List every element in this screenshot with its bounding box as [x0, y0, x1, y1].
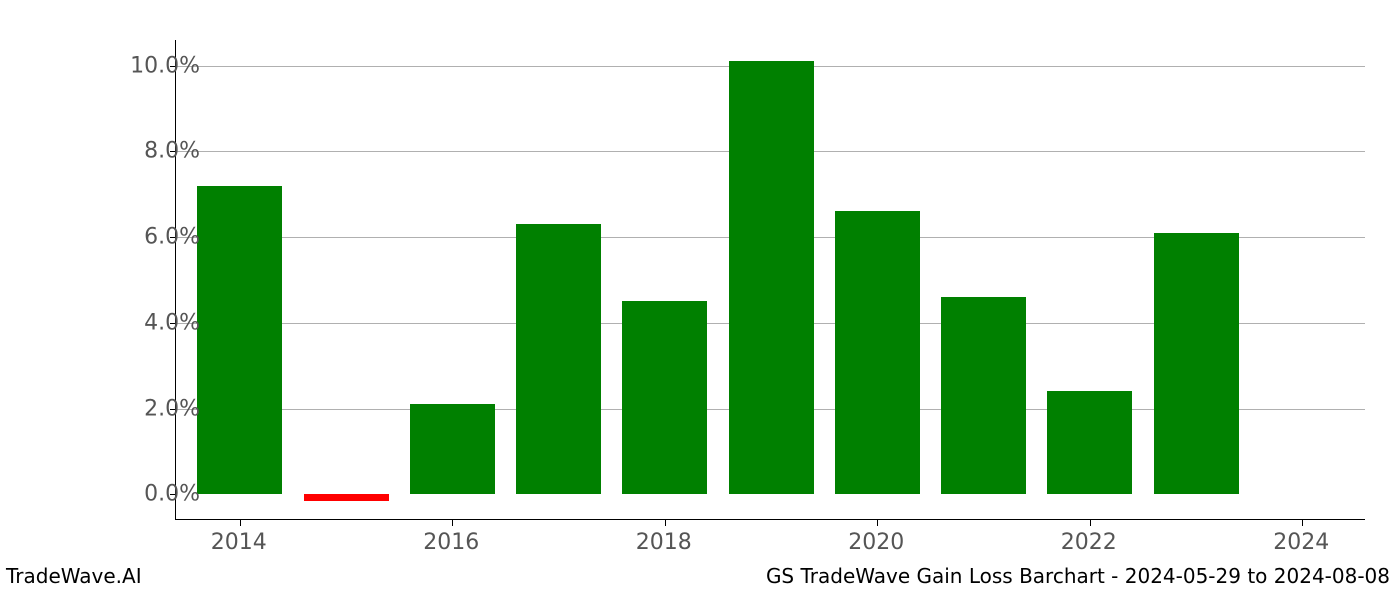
y-tick-label: 10.0%	[130, 53, 200, 78]
x-tick-mark	[1090, 520, 1091, 526]
x-tick-label: 2016	[423, 530, 479, 555]
x-tick-label: 2022	[1061, 530, 1117, 555]
x-tick-mark	[1302, 520, 1303, 526]
x-tick-label: 2024	[1273, 530, 1329, 555]
x-tick-label: 2018	[636, 530, 692, 555]
x-tick-label: 2020	[848, 530, 904, 555]
chart-plot-area	[175, 40, 1365, 520]
bar	[516, 224, 601, 494]
bar	[410, 404, 495, 494]
y-tick-label: 8.0%	[144, 139, 200, 164]
bar	[941, 297, 1026, 494]
y-tick-label: 0.0%	[144, 482, 200, 507]
y-tick-label: 6.0%	[144, 225, 200, 250]
bar	[835, 211, 920, 494]
bar	[729, 61, 814, 494]
y-tick-label: 2.0%	[144, 396, 200, 421]
x-tick-mark	[452, 520, 453, 526]
x-tick-mark	[877, 520, 878, 526]
bar	[304, 494, 389, 500]
y-tick-label: 4.0%	[144, 310, 200, 335]
x-tick-label: 2014	[211, 530, 267, 555]
bar	[1047, 391, 1132, 494]
x-tick-mark	[665, 520, 666, 526]
x-tick-mark	[240, 520, 241, 526]
footer-right-text: GS TradeWave Gain Loss Barchart - 2024-0…	[766, 564, 1390, 588]
footer-left-text: TradeWave.AI	[6, 564, 142, 588]
bar	[622, 301, 707, 494]
plot-box	[175, 40, 1365, 520]
bar	[1154, 233, 1239, 494]
bar	[197, 186, 282, 495]
